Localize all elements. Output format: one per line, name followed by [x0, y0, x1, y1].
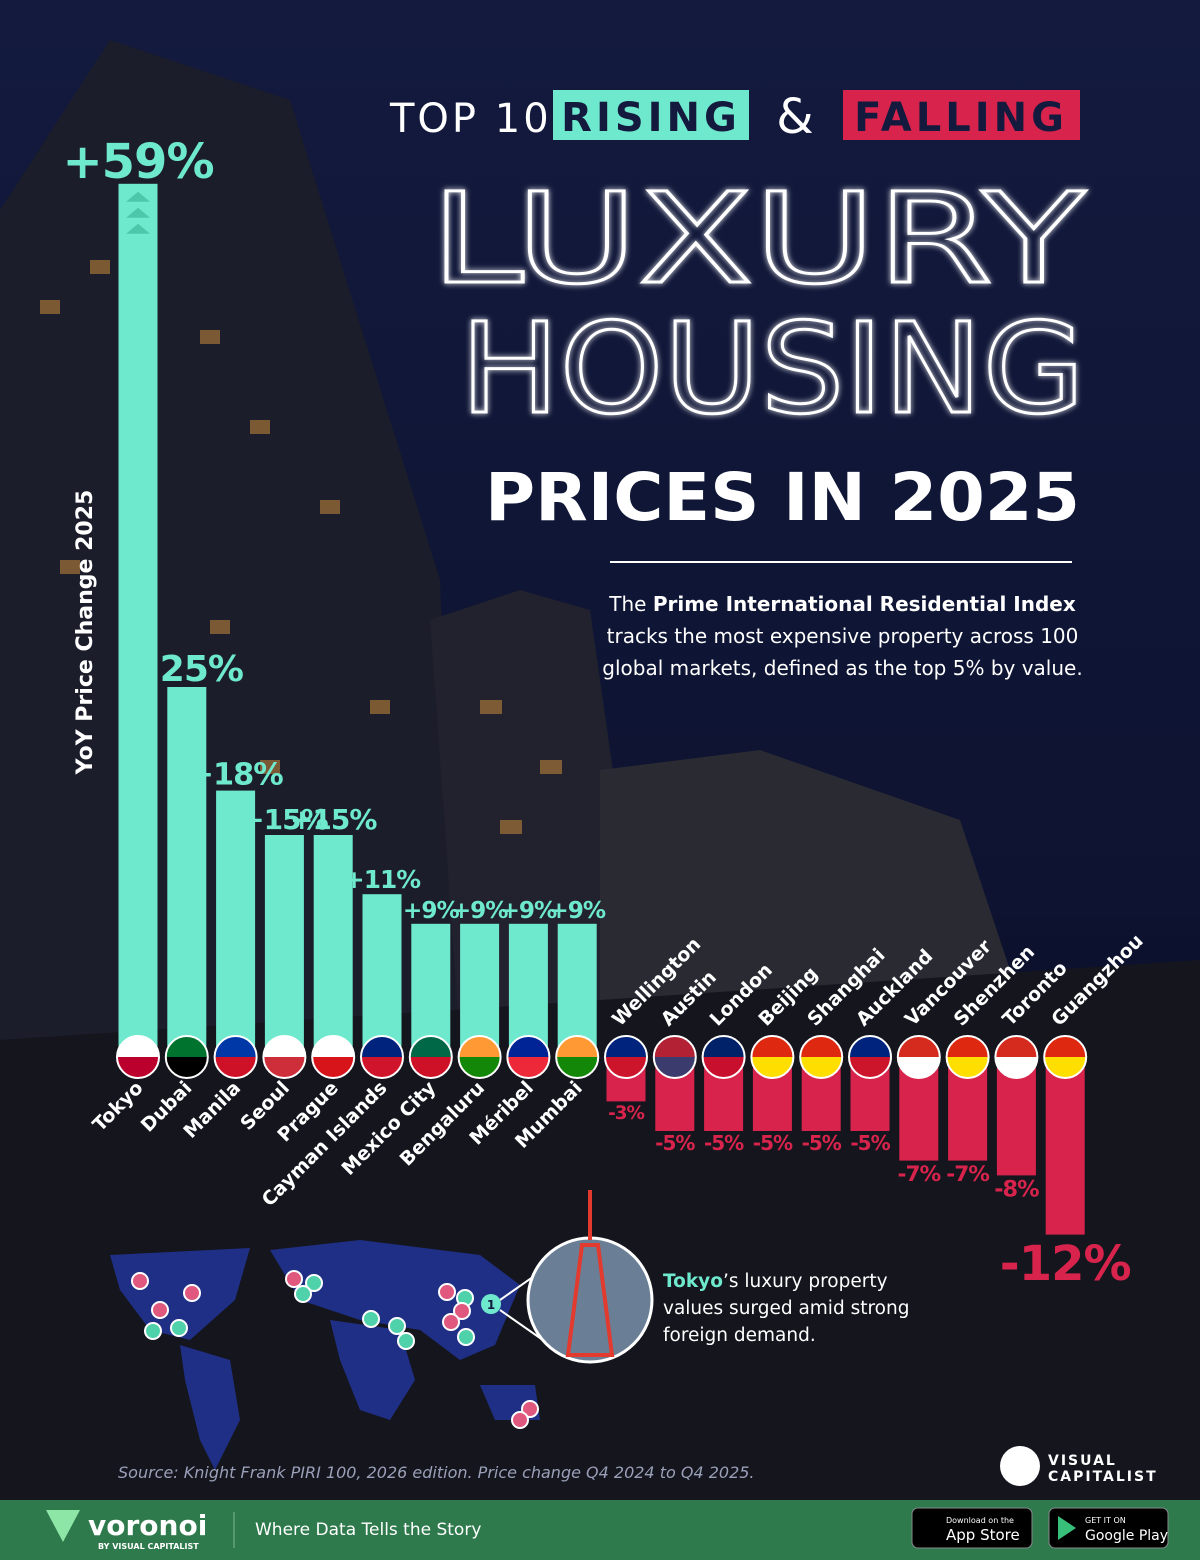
flag	[506, 1035, 551, 1079]
chevron	[126, 223, 150, 234]
flag	[1043, 1035, 1088, 1079]
value-label: -5%	[704, 1131, 744, 1155]
title-rising: RISING	[561, 95, 741, 141]
annotation-bold: Tokyo	[663, 1271, 723, 1292]
value-label: -7%	[946, 1162, 989, 1187]
annotation-marker-label: 1	[487, 1298, 495, 1312]
app-store-badge[interactable]	[911, 1507, 1033, 1549]
title-falling: FALLING	[854, 95, 1068, 141]
value-label: -5%	[802, 1131, 842, 1155]
bar	[1045, 1057, 1085, 1235]
value-label: -5%	[850, 1131, 890, 1155]
footer-tagline: Where Data Tells the Story	[255, 1520, 481, 1540]
windows	[40, 260, 562, 834]
value-label: +59%	[62, 134, 213, 190]
tokyo-photo	[526, 1236, 654, 1364]
footer-brand: voronoi	[88, 1509, 207, 1542]
google-play-badge[interactable]	[1048, 1507, 1169, 1549]
flag	[994, 1035, 1039, 1079]
falling-box	[843, 90, 1080, 140]
value-label: +9%	[501, 897, 558, 924]
flag	[213, 1035, 258, 1079]
description-bold: Prime International Residential Index	[652, 592, 1076, 616]
flag	[262, 1035, 307, 1079]
brand-top: VISUAL	[1048, 1453, 1117, 1469]
flag	[945, 1035, 990, 1079]
flag	[164, 1035, 209, 1079]
vc-logo	[1000, 1446, 1040, 1486]
tokyo-tower	[565, 1190, 615, 1357]
flag	[604, 1035, 648, 1079]
value-label: -5%	[753, 1131, 793, 1155]
annotation: Tokyo’s luxury property values surged am…	[663, 1268, 933, 1349]
flag	[360, 1035, 404, 1079]
value-label: +9%	[403, 897, 460, 924]
description-start: The	[609, 592, 647, 616]
bar	[508, 923, 548, 1057]
flag	[701, 1035, 746, 1079]
title-line3: PRICES IN 2025	[485, 459, 1080, 536]
chevron	[126, 191, 150, 202]
bar	[557, 923, 597, 1057]
value-label: -12%	[1000, 1236, 1131, 1292]
value-label: -3%	[608, 1103, 644, 1124]
map-dots	[131, 1270, 539, 1429]
flag	[848, 1035, 892, 1079]
bar	[264, 835, 304, 1057]
appstore-big: App Store	[946, 1526, 1020, 1544]
title-line1: LUXURY	[430, 167, 1086, 312]
brand-bottom: CAPITALIST	[1048, 1469, 1158, 1485]
building	[600, 750, 1020, 1000]
world-map	[110, 1240, 540, 1470]
value-label: -7%	[897, 1162, 940, 1187]
google-play-icon	[1058, 1516, 1076, 1540]
rising-box	[553, 90, 749, 140]
description-end: tracks the most expensive property acros…	[602, 624, 1083, 680]
title-and: &	[776, 89, 813, 145]
y-axis-label: YoY Price Change 2025	[73, 490, 98, 776]
title-line2: HOUSING	[460, 297, 1085, 442]
value-label: +25%	[131, 649, 243, 690]
bar	[411, 923, 451, 1057]
value-label: +15%	[241, 803, 328, 836]
voronoi-logo	[46, 1510, 80, 1542]
googleplay-big: Google Play	[1085, 1528, 1168, 1544]
value-label: -8%	[994, 1177, 1039, 1203]
annotation-marker	[481, 1294, 501, 1314]
building	[0, 40, 460, 1040]
flag	[311, 1035, 356, 1079]
source: Source: Knight Frank PIRI 100, 2026 edit…	[118, 1463, 755, 1482]
value-label: -5%	[655, 1131, 695, 1155]
description: The Prime International Residential Inde…	[600, 588, 1085, 684]
bar	[216, 790, 256, 1057]
flag	[896, 1035, 941, 1079]
value-label: +18%	[188, 758, 283, 793]
googleplay-small: GET IT ON	[1085, 1516, 1126, 1525]
flag	[652, 1035, 697, 1079]
value-label: +11%	[344, 865, 421, 894]
bar	[362, 894, 402, 1057]
flag	[408, 1035, 453, 1079]
footer-brand-sub: BY VISUAL CAPITALIST	[98, 1542, 199, 1551]
flag	[457, 1035, 502, 1079]
bar	[460, 923, 500, 1057]
appstore-small: Download on the	[946, 1516, 1014, 1525]
value-label: +9%	[452, 897, 509, 924]
flag	[799, 1035, 844, 1079]
annotation-rest: ’s luxury property values surged amid st…	[663, 1271, 910, 1346]
value-label: +9%	[549, 897, 606, 924]
value-label: +15%	[290, 803, 377, 836]
flag	[116, 1035, 160, 1079]
chevron	[126, 207, 150, 218]
title-top: TOP 10	[389, 96, 552, 142]
flag	[555, 1035, 600, 1079]
bar	[313, 835, 353, 1057]
bar	[118, 183, 158, 1058]
flag	[750, 1035, 795, 1079]
bar	[167, 687, 207, 1057]
